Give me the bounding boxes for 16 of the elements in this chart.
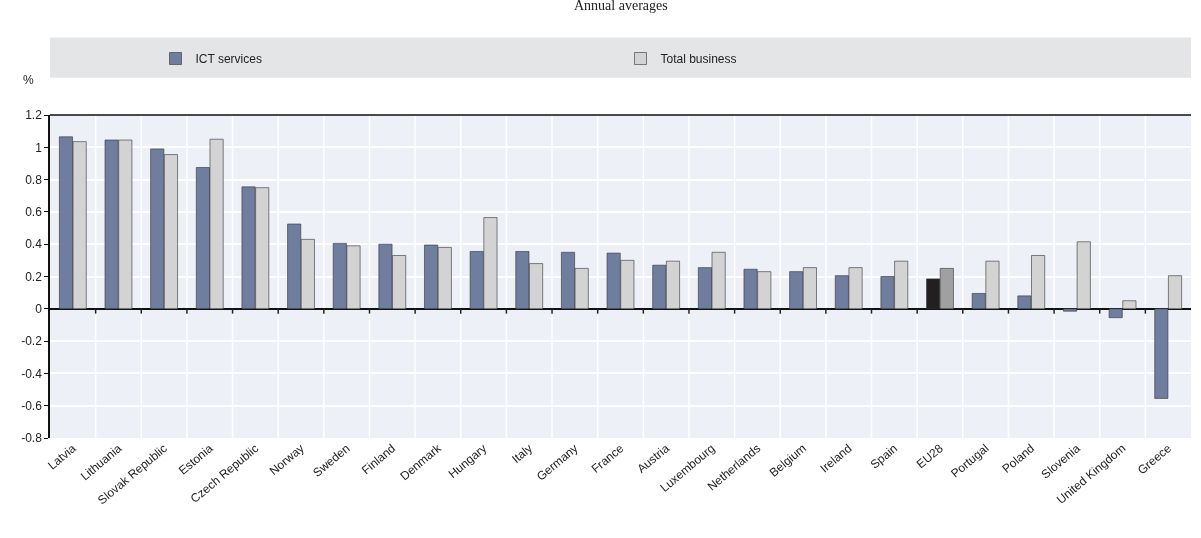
chart-subtitle: Annual averages (574, 0, 668, 13)
y-axis-title: % (23, 73, 34, 87)
y-tick-label: 0.2 (25, 269, 43, 284)
x-tick-label: Italy (509, 441, 536, 467)
legend-label: ICT services (195, 52, 262, 67)
y-tick-label: -0.6 (21, 398, 43, 413)
y-tick-label: 0.6 (25, 205, 43, 220)
y-tick-label: 1.2 (25, 108, 43, 123)
y-tick-label: -0.2 (21, 334, 43, 349)
legend-label: Total business (660, 52, 737, 67)
y-tick-label: -0.4 (21, 366, 43, 381)
y-tick-label: 1 (35, 140, 43, 155)
y-tick-label: -0.8 (21, 431, 43, 446)
y-tick-label: 0.4 (25, 237, 43, 252)
y-tick-label: 0.8 (25, 172, 43, 187)
y-tick-label: 0 (35, 302, 43, 316)
